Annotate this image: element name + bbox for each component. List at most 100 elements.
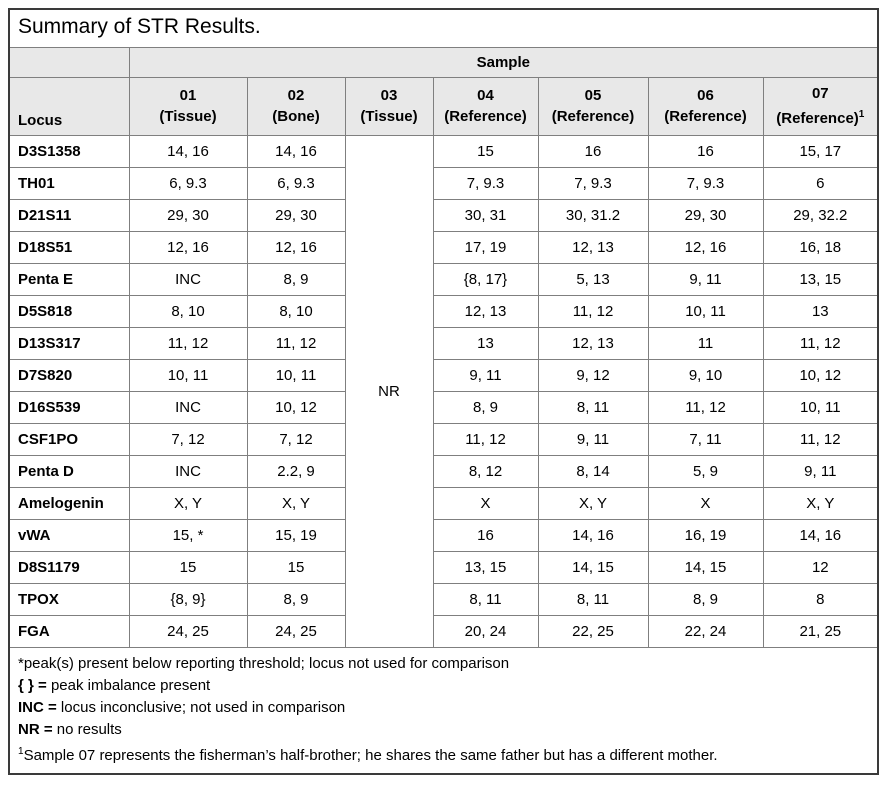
sample-type: (Tissue) (159, 108, 217, 125)
allele-cell: X, Y (762, 486, 879, 520)
column-header-row: Locus 01 (Tissue) 02 (Bone) 03 (Tissue) … (8, 76, 879, 136)
locus-cell: Penta E (8, 262, 130, 296)
allele-cell: 11, 12 (537, 294, 649, 328)
allele-cell: 7, 9.3 (432, 166, 539, 200)
locus-cell: D21S11 (8, 198, 130, 232)
allele-cell: 22, 24 (647, 614, 764, 648)
allele-cell: X, Y (128, 486, 248, 520)
allele-cell: 15 (432, 134, 539, 168)
allele-cell: 10, 11 (246, 358, 346, 392)
allele-cell: 24, 25 (246, 614, 346, 648)
allele-cell: 12 (762, 550, 879, 584)
allele-cell: INC (128, 390, 248, 424)
allele-cell: 15, 17 (762, 134, 879, 168)
sample-number: 02 (287, 87, 305, 104)
allele-cell: 14, 16 (762, 518, 879, 552)
sample-type: (Bone) (272, 108, 320, 125)
sample-type: (Reference) (444, 108, 527, 125)
footnote-marker: 1 (858, 109, 865, 120)
allele-cell: INC (128, 454, 248, 488)
column-header-04: 04 (Reference) (432, 76, 539, 136)
footnote-braces: { } = peak imbalance present (18, 676, 211, 694)
sample-type: (Tissue) (360, 108, 418, 125)
column-header-06: 06 (Reference) (647, 76, 764, 136)
allele-cell: 29, 30 (128, 198, 248, 232)
allele-cell: 29, 32.2 (762, 198, 879, 232)
allele-cell: 12, 13 (537, 326, 649, 360)
allele-cell: 6, 9.3 (128, 166, 248, 200)
locus-column-header: Locus (8, 76, 130, 136)
allele-cell: 13, 15 (432, 550, 539, 584)
allele-cell: 11, 12 (762, 326, 879, 360)
title-row: Summary of STR Results. (8, 8, 879, 48)
table-row: Penta E INC 8, 9 {8, 17} 5, 13 9, 11 13, 15 (8, 262, 879, 296)
column-header-02: 02 (Bone) (246, 76, 346, 136)
locus-cell: D3S1358 (8, 134, 130, 168)
allele-cell: 14, 16 (246, 134, 346, 168)
corner-cell (8, 46, 130, 78)
allele-cell: 14, 15 (537, 550, 649, 584)
no-results-merged-cell: NR (344, 134, 434, 648)
str-results-table: Summary of STR Results. Sample Locus 01 … (8, 8, 880, 775)
locus-cell: D8S1179 (8, 550, 130, 584)
allele-cell: 7, 9.3 (537, 166, 649, 200)
allele-cell: 12, 13 (537, 230, 649, 264)
allele-cell: 8, 11 (432, 582, 539, 616)
table-row: Amelogenin X, Y X, Y X X, Y X X, Y (8, 486, 879, 520)
allele-cell: 17, 19 (432, 230, 539, 264)
sample-number: 04 (477, 87, 494, 104)
allele-cell: 30, 31 (432, 198, 539, 232)
allele-cell: 6, 9.3 (246, 166, 346, 200)
allele-cell: 11, 12 (128, 326, 248, 360)
allele-cell: 8, 9 (647, 582, 764, 616)
allele-cell: 10, 11 (762, 390, 879, 424)
locus-cell: Amelogenin (8, 486, 130, 520)
allele-cell: 8, 9 (246, 582, 346, 616)
allele-cell: 14, 16 (537, 518, 649, 552)
allele-cell: 13 (432, 326, 539, 360)
sample-number: 01 (179, 87, 197, 104)
locus-cell: TH01 (8, 166, 130, 200)
allele-cell: 10, 11 (647, 294, 764, 328)
footnote-sample07: 1Sample 07 represents the fisherman’s ha… (18, 745, 718, 764)
locus-cell: Penta D (8, 454, 130, 488)
table-row: Penta D INC 2.2, 9 8, 12 8, 14 5, 9 9, 11 (8, 454, 879, 488)
allele-cell: 12, 16 (128, 230, 248, 264)
allele-cell: 8, 11 (537, 390, 649, 424)
allele-cell: 24, 25 (128, 614, 248, 648)
allele-cell: 10, 11 (128, 358, 248, 392)
table-row: FGA 24, 25 24, 25 20, 24 22, 25 22, 24 21, 25 (8, 614, 879, 648)
sample-type: (Reference) (551, 108, 635, 125)
table-row: D18S51 12, 16 12, 16 17, 19 12, 13 12, 16 16, … (8, 230, 879, 264)
allele-cell: 14, 15 (647, 550, 764, 584)
table-row: D13S317 11, 12 11, 12 13 12, 13 11 11, 12 (8, 326, 879, 360)
table-row: D7S820 10, 11 10, 11 9, 11 9, 12 9, 10 10, 12 (8, 358, 879, 392)
locus-cell: D5S818 (8, 294, 130, 328)
allele-cell: X (647, 486, 764, 520)
locus-cell: D16S539 (8, 390, 130, 424)
allele-cell: 15, * (128, 518, 248, 552)
sample-group-header: Sample (128, 46, 879, 78)
allele-cell: 7, 9.3 (647, 166, 764, 200)
footnote-asterisk: *peak(s) present below reporting thresho… (18, 654, 510, 672)
allele-cell: 15 (246, 550, 346, 584)
table-row: CSF1PO 7, 12 7, 12 11, 12 9, 11 7, 11 11, 12 (8, 422, 879, 456)
table-row: TH01 6, 9.3 6, 9.3 7, 9.3 7, 9.3 7, 9.3 6 (8, 166, 879, 200)
allele-cell: 16 (537, 134, 649, 168)
allele-cell: 8, 10 (246, 294, 346, 328)
column-header-03: 03 (Tissue) (344, 76, 434, 136)
allele-cell: 8, 9 (246, 262, 346, 296)
allele-cell: 8, 11 (537, 582, 649, 616)
column-header-05: 05 (Reference) (537, 76, 649, 136)
allele-cell: 20, 24 (432, 614, 539, 648)
allele-cell: 9, 11 (537, 422, 649, 456)
allele-cell: 5, 9 (647, 454, 764, 488)
sample-type: (Reference)1 (776, 109, 865, 127)
allele-cell: 22, 25 (537, 614, 649, 648)
column-header-01: 01 (Tissue) (128, 76, 248, 136)
sample-group-row: Sample (8, 46, 879, 78)
allele-cell: 12, 13 (432, 294, 539, 328)
allele-cell: 8, 14 (537, 454, 649, 488)
footnote-inc: INC = locus inconclusive; not used in co… (18, 698, 346, 716)
locus-cell: D7S820 (8, 358, 130, 392)
